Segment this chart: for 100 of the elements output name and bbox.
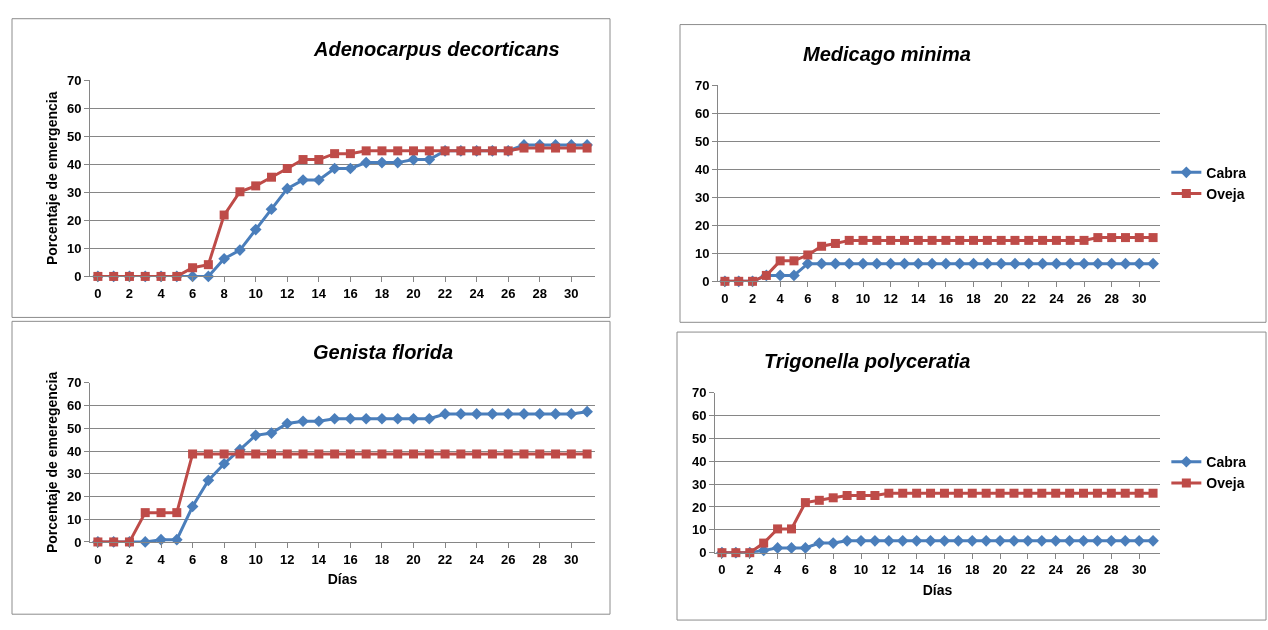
x-tick-label: 16	[938, 290, 954, 306]
x-axis-title: Días	[922, 581, 953, 598]
x-tick-label: 2	[746, 562, 754, 578]
x-tick-label: 20	[993, 290, 1009, 306]
x-tick-label: 4	[157, 551, 166, 567]
y-tick-label: 10	[66, 511, 82, 527]
x-tick-label: 0	[721, 290, 729, 306]
x-tick-label: 30	[564, 551, 579, 567]
x-tick-label: 20	[406, 286, 421, 302]
y-tick-label: 60	[694, 105, 710, 121]
legend-label: Cabra	[1206, 164, 1247, 181]
y-tick-label: 50	[691, 430, 707, 446]
x-tick-label: 28	[532, 551, 547, 567]
x-tick-label: 16	[343, 551, 358, 567]
x-tick-label: 22	[437, 286, 453, 302]
x-tick-label: 30	[564, 286, 579, 302]
x-tick-label: 12	[883, 290, 898, 306]
x-tick-label: 12	[280, 286, 295, 302]
y-tick-label: 0	[74, 268, 82, 284]
chart-title: Genista florida	[313, 341, 454, 363]
x-tick-label: 14	[311, 551, 327, 567]
y-tick-label: 20	[694, 217, 710, 233]
x-tick-label: 10	[248, 551, 263, 567]
y-tick-label: 30	[694, 189, 710, 205]
x-tick-label: 8	[829, 562, 837, 578]
legend-label: Oveja	[1206, 475, 1245, 492]
y-tick-label: 20	[691, 499, 707, 515]
y-tick-label: 70	[66, 72, 82, 88]
chart-title: Medicago minima	[803, 43, 971, 65]
y-tick-label: 30	[691, 476, 707, 492]
y-tick-label: 10	[694, 245, 710, 261]
x-tick-label: 24	[1049, 290, 1065, 306]
y-tick-label: 0	[74, 534, 82, 550]
x-tick-label: 8	[220, 286, 228, 302]
y-tick-label: 70	[66, 375, 82, 391]
x-tick-label: 18	[965, 562, 980, 578]
chart-title: Trigonella polyceratia	[764, 350, 971, 372]
y-tick-label: 50	[694, 133, 710, 149]
y-tick-label: 10	[66, 240, 82, 256]
y-tick-label: 60	[66, 100, 82, 116]
legend-label: Cabra	[1206, 454, 1247, 471]
x-tick-label: 0	[94, 551, 102, 567]
x-tick-label: 22	[437, 551, 453, 567]
x-tick-label: 20	[406, 551, 421, 567]
y-tick-label: 30	[66, 184, 82, 200]
y-axis-title: Porcentaje de emeregencia	[43, 371, 60, 554]
x-tick-label: 16	[343, 286, 358, 302]
x-tick-label: 18	[374, 286, 390, 302]
x-axis-title: Días	[327, 570, 358, 587]
y-tick-label: 40	[66, 156, 82, 172]
x-tick-label: 22	[1021, 290, 1037, 306]
x-tick-label: 6	[804, 290, 812, 306]
x-tick-label: 4	[157, 286, 166, 302]
y-tick-label: 50	[66, 420, 82, 436]
x-tick-label: 26	[1076, 562, 1091, 578]
chart-title: Adenocarpus decorticans	[313, 38, 560, 60]
y-tick-label: 10	[691, 522, 707, 538]
x-tick-label: 28	[1104, 290, 1119, 306]
x-tick-label: 6	[188, 551, 197, 567]
x-tick-label: 12	[881, 562, 897, 578]
x-tick-label: 10	[853, 562, 869, 578]
y-axis-title: Porcentaje de emergencia	[43, 91, 60, 266]
x-tick-label: 6	[188, 286, 197, 302]
x-tick-label: 2	[125, 286, 134, 302]
x-tick-label: 2	[748, 290, 757, 306]
x-tick-label: 22	[1020, 562, 1036, 578]
y-tick-label: 20	[66, 212, 82, 228]
x-tick-label: 4	[776, 290, 785, 306]
y-tick-label: 40	[694, 161, 710, 177]
x-tick-label: 20	[992, 562, 1008, 578]
y-tick-label: 20	[66, 489, 82, 505]
x-tick-label: 18	[966, 290, 981, 306]
x-tick-label: 8	[220, 551, 228, 567]
x-tick-label: 10	[248, 286, 263, 302]
y-tick-label: 60	[66, 398, 82, 414]
x-tick-label: 2	[125, 551, 134, 567]
y-tick-label: 50	[66, 128, 82, 144]
x-tick-label: 26	[500, 551, 516, 567]
x-tick-label: 4	[773, 562, 782, 578]
x-tick-label: 0	[718, 562, 726, 578]
x-tick-label: 14	[311, 286, 327, 302]
x-tick-label: 10	[855, 290, 871, 306]
legend-label: Oveja	[1206, 185, 1245, 202]
y-tick-label: 0	[702, 273, 710, 289]
x-tick-label: 0	[94, 286, 102, 302]
x-tick-label: 24	[469, 551, 485, 567]
x-tick-label: 26	[500, 286, 516, 302]
y-tick-label: 70	[694, 77, 710, 93]
x-tick-label: 24	[1048, 562, 1064, 578]
x-tick-label: 6	[801, 562, 810, 578]
x-tick-label: 14	[909, 562, 925, 578]
y-tick-label: 40	[66, 443, 82, 459]
y-tick-label: 70	[691, 385, 707, 401]
x-tick-label: 26	[1076, 290, 1092, 306]
x-tick-label: 28	[532, 286, 547, 302]
x-tick-label: 14	[911, 290, 927, 306]
x-tick-label: 8	[831, 290, 840, 306]
x-tick-label: 28	[1104, 562, 1119, 578]
x-tick-label: 18	[374, 551, 390, 567]
y-tick-label: 30	[66, 466, 82, 482]
